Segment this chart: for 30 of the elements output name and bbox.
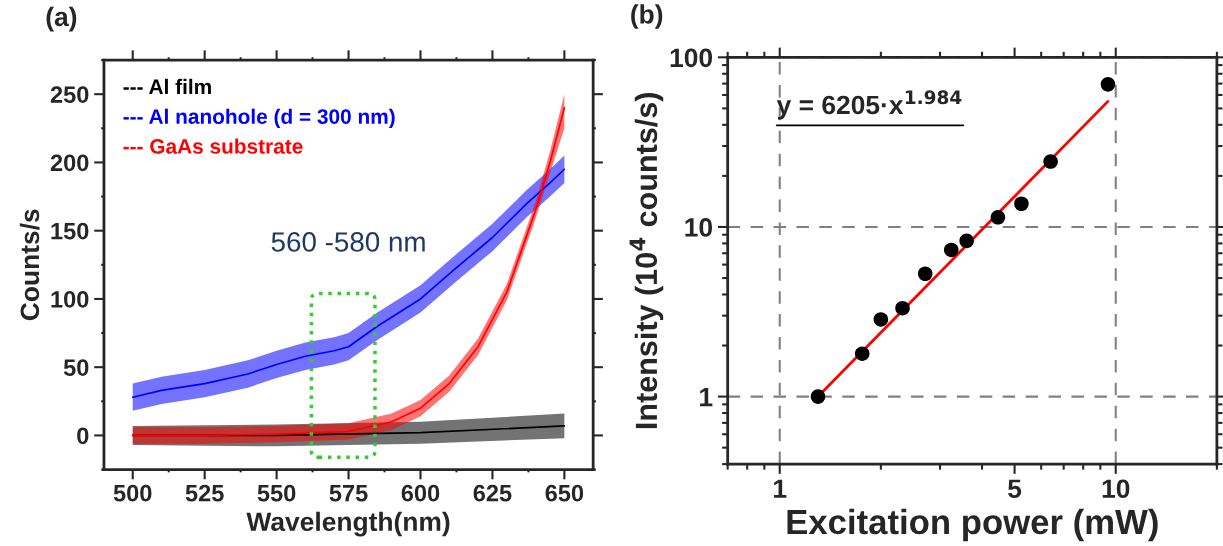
x-axis-title: Wavelength(nm) — [246, 511, 450, 537]
annotation: y = 6205·x$^{1.984}$ — [776, 90, 962, 120]
y-tick-label: 100 — [670, 48, 713, 68]
text: (b) — [631, 4, 663, 29]
x-axis-title: Excitation power (mW) — [787, 508, 1158, 542]
annotation: 560 -580 nm — [271, 232, 425, 252]
x-tick-label: 625 — [473, 484, 512, 502]
text: --- Al nanohole (d = 300 nm) — [123, 108, 395, 129]
x-tick-label: 10 — [1102, 479, 1130, 499]
y-tick-label: 150 — [51, 222, 89, 240]
text: --- Al film — [123, 78, 211, 94]
y-tick-label: 1 — [700, 388, 713, 407]
y-tick-label: 10 — [685, 218, 713, 237]
x-tick-label: 5 — [1008, 479, 1022, 499]
x-tick-label: 575 — [329, 485, 368, 502]
x-tick-label: 1 — [774, 479, 787, 498]
y-axis-title: Intensity (10$^{4}$ counts/s) — [629, 93, 664, 429]
y-tick-label: 250 — [50, 86, 89, 103]
text: --- GaAs substrate — [123, 138, 303, 154]
x-tick-label: 525 — [185, 484, 224, 502]
text: (a) — [46, 6, 77, 32]
y-tick-label: 50 — [63, 359, 89, 376]
x-tick-label: 600 — [401, 484, 440, 502]
y-tick-label: 0 — [77, 427, 89, 445]
y-tick-label: 200 — [50, 154, 89, 172]
y-tick-label: 100 — [51, 291, 89, 308]
y-axis-title: Counts/s — [19, 209, 40, 321]
x-tick-label: 650 — [545, 484, 584, 502]
x-tick-label: 550 — [257, 484, 296, 502]
x-tick-label: 500 — [113, 484, 152, 502]
